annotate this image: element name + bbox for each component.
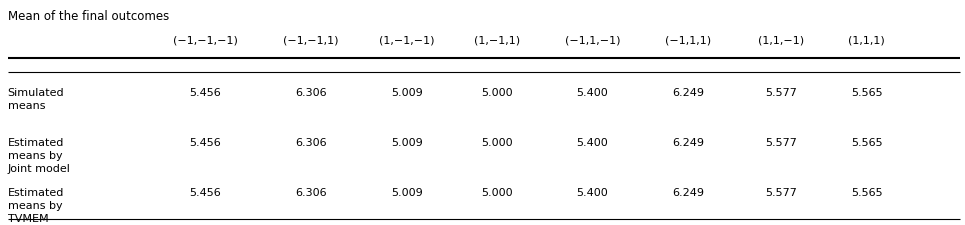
Text: 5.565: 5.565 [851, 137, 882, 147]
Text: 6.249: 6.249 [672, 187, 704, 197]
Text: (−1,1,1): (−1,1,1) [665, 35, 711, 45]
Text: Estimated
means by
TVMEM: Estimated means by TVMEM [8, 187, 64, 223]
Text: 5.577: 5.577 [764, 187, 797, 197]
Text: 5.400: 5.400 [577, 187, 608, 197]
Text: 6.306: 6.306 [295, 137, 327, 147]
Text: 6.249: 6.249 [672, 137, 704, 147]
Text: 5.565: 5.565 [851, 187, 882, 197]
Text: 6.306: 6.306 [295, 88, 327, 98]
Text: 5.009: 5.009 [391, 187, 423, 197]
Text: (1,−1,−1): (1,−1,−1) [379, 35, 434, 45]
Text: 5.565: 5.565 [851, 88, 882, 98]
Text: 5.577: 5.577 [764, 88, 797, 98]
Text: 5.456: 5.456 [189, 137, 221, 147]
Text: 5.456: 5.456 [189, 187, 221, 197]
Text: (1,1,−1): (1,1,−1) [758, 35, 804, 45]
Text: (1,−1,1): (1,−1,1) [474, 35, 520, 45]
Text: 5.400: 5.400 [577, 137, 608, 147]
Text: 5.577: 5.577 [764, 137, 797, 147]
Text: Simulated
means: Simulated means [8, 88, 65, 111]
Text: 5.000: 5.000 [482, 187, 512, 197]
Text: 5.009: 5.009 [391, 137, 423, 147]
Text: (1,1,1): (1,1,1) [848, 35, 885, 45]
Text: 5.009: 5.009 [391, 88, 423, 98]
Text: Estimated
means by
Joint model: Estimated means by Joint model [8, 137, 70, 173]
Text: (−1,1,−1): (−1,1,−1) [565, 35, 620, 45]
Text: 6.306: 6.306 [295, 187, 327, 197]
Text: 5.400: 5.400 [577, 88, 608, 98]
Text: Mean of the final outcomes: Mean of the final outcomes [8, 10, 169, 23]
Text: 5.000: 5.000 [482, 137, 512, 147]
Text: (−1,−1,1): (−1,−1,1) [284, 35, 339, 45]
Text: (−1,−1,−1): (−1,−1,−1) [173, 35, 237, 45]
Text: 5.456: 5.456 [189, 88, 221, 98]
Text: 6.249: 6.249 [672, 88, 704, 98]
Text: 5.000: 5.000 [482, 88, 512, 98]
